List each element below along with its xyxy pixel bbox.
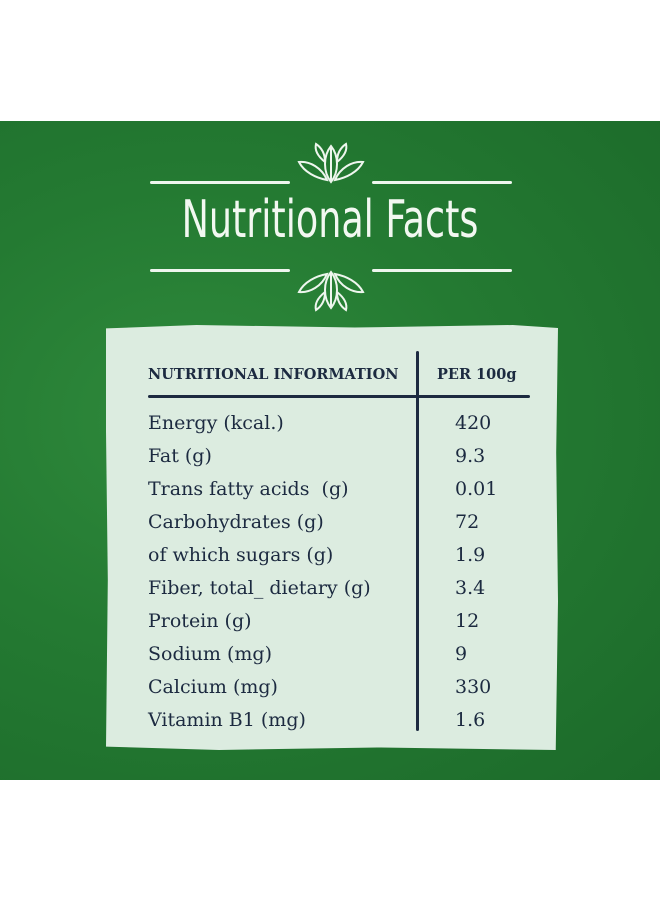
- nutrient-value: 12: [455, 610, 480, 632]
- nutrient-name: Sodium (mg): [148, 643, 272, 665]
- nutrient-value: 330: [455, 676, 492, 698]
- leaf-ornament-icon: [297, 270, 365, 312]
- bottom-divider: [150, 269, 290, 272]
- nutrient-name: Fiber, total_ dietary (g): [148, 577, 371, 599]
- header-divider: [148, 395, 530, 398]
- table-row: Fiber, total_ dietary (g) 3.4: [0, 577, 660, 607]
- table-row: Sodium (mg) 9: [0, 643, 660, 673]
- nutrient-value: 9: [455, 643, 468, 665]
- nutrient-name: Trans fatty acids (g): [148, 478, 349, 500]
- table-row: of which sugars (g) 1.9: [0, 544, 660, 574]
- nutrient-value: 1.9: [455, 544, 486, 566]
- nutrient-value: 0.01: [455, 478, 498, 500]
- nutrient-name: Fat (g): [148, 445, 212, 467]
- nutrient-name: Vitamin B1 (mg): [148, 709, 306, 731]
- top-divider: [150, 181, 290, 184]
- nutrient-name: of which sugars (g): [148, 544, 334, 566]
- nutrient-name: Protein (g): [148, 610, 252, 632]
- table-row: Trans fatty acids (g) 0.01: [0, 478, 660, 508]
- table-row: Protein (g) 12: [0, 610, 660, 640]
- leaf-ornament-icon: [297, 142, 365, 184]
- table-row: Fat (g) 9.3: [0, 445, 660, 475]
- table-row: Carbohydrates (g) 72: [0, 511, 660, 541]
- column-divider: [416, 351, 419, 731]
- column-header-per-100g: PER 100g: [437, 366, 517, 383]
- top-divider: [372, 181, 512, 184]
- nutrient-value: 3.4: [455, 577, 486, 599]
- nutrient-name: Calcium (mg): [148, 676, 278, 698]
- column-header-nutrient: NUTRITIONAL INFORMATION: [148, 366, 399, 383]
- table-row: Energy (kcal.) 420: [0, 412, 660, 442]
- bottom-divider: [372, 269, 512, 272]
- table-row: Calcium (mg) 330: [0, 676, 660, 706]
- nutrient-name: Energy (kcal.): [148, 412, 284, 434]
- nutrient-value: 72: [455, 511, 480, 533]
- table-row: Vitamin B1 (mg) 1.6: [0, 709, 660, 739]
- nutrient-value: 9.3: [455, 445, 486, 467]
- nutrient-name: Carbohydrates (g): [148, 511, 324, 533]
- nutrient-value: 1.6: [455, 709, 486, 731]
- nutrient-value: 420: [455, 412, 492, 434]
- page-title: Nutritional Facts: [181, 190, 479, 250]
